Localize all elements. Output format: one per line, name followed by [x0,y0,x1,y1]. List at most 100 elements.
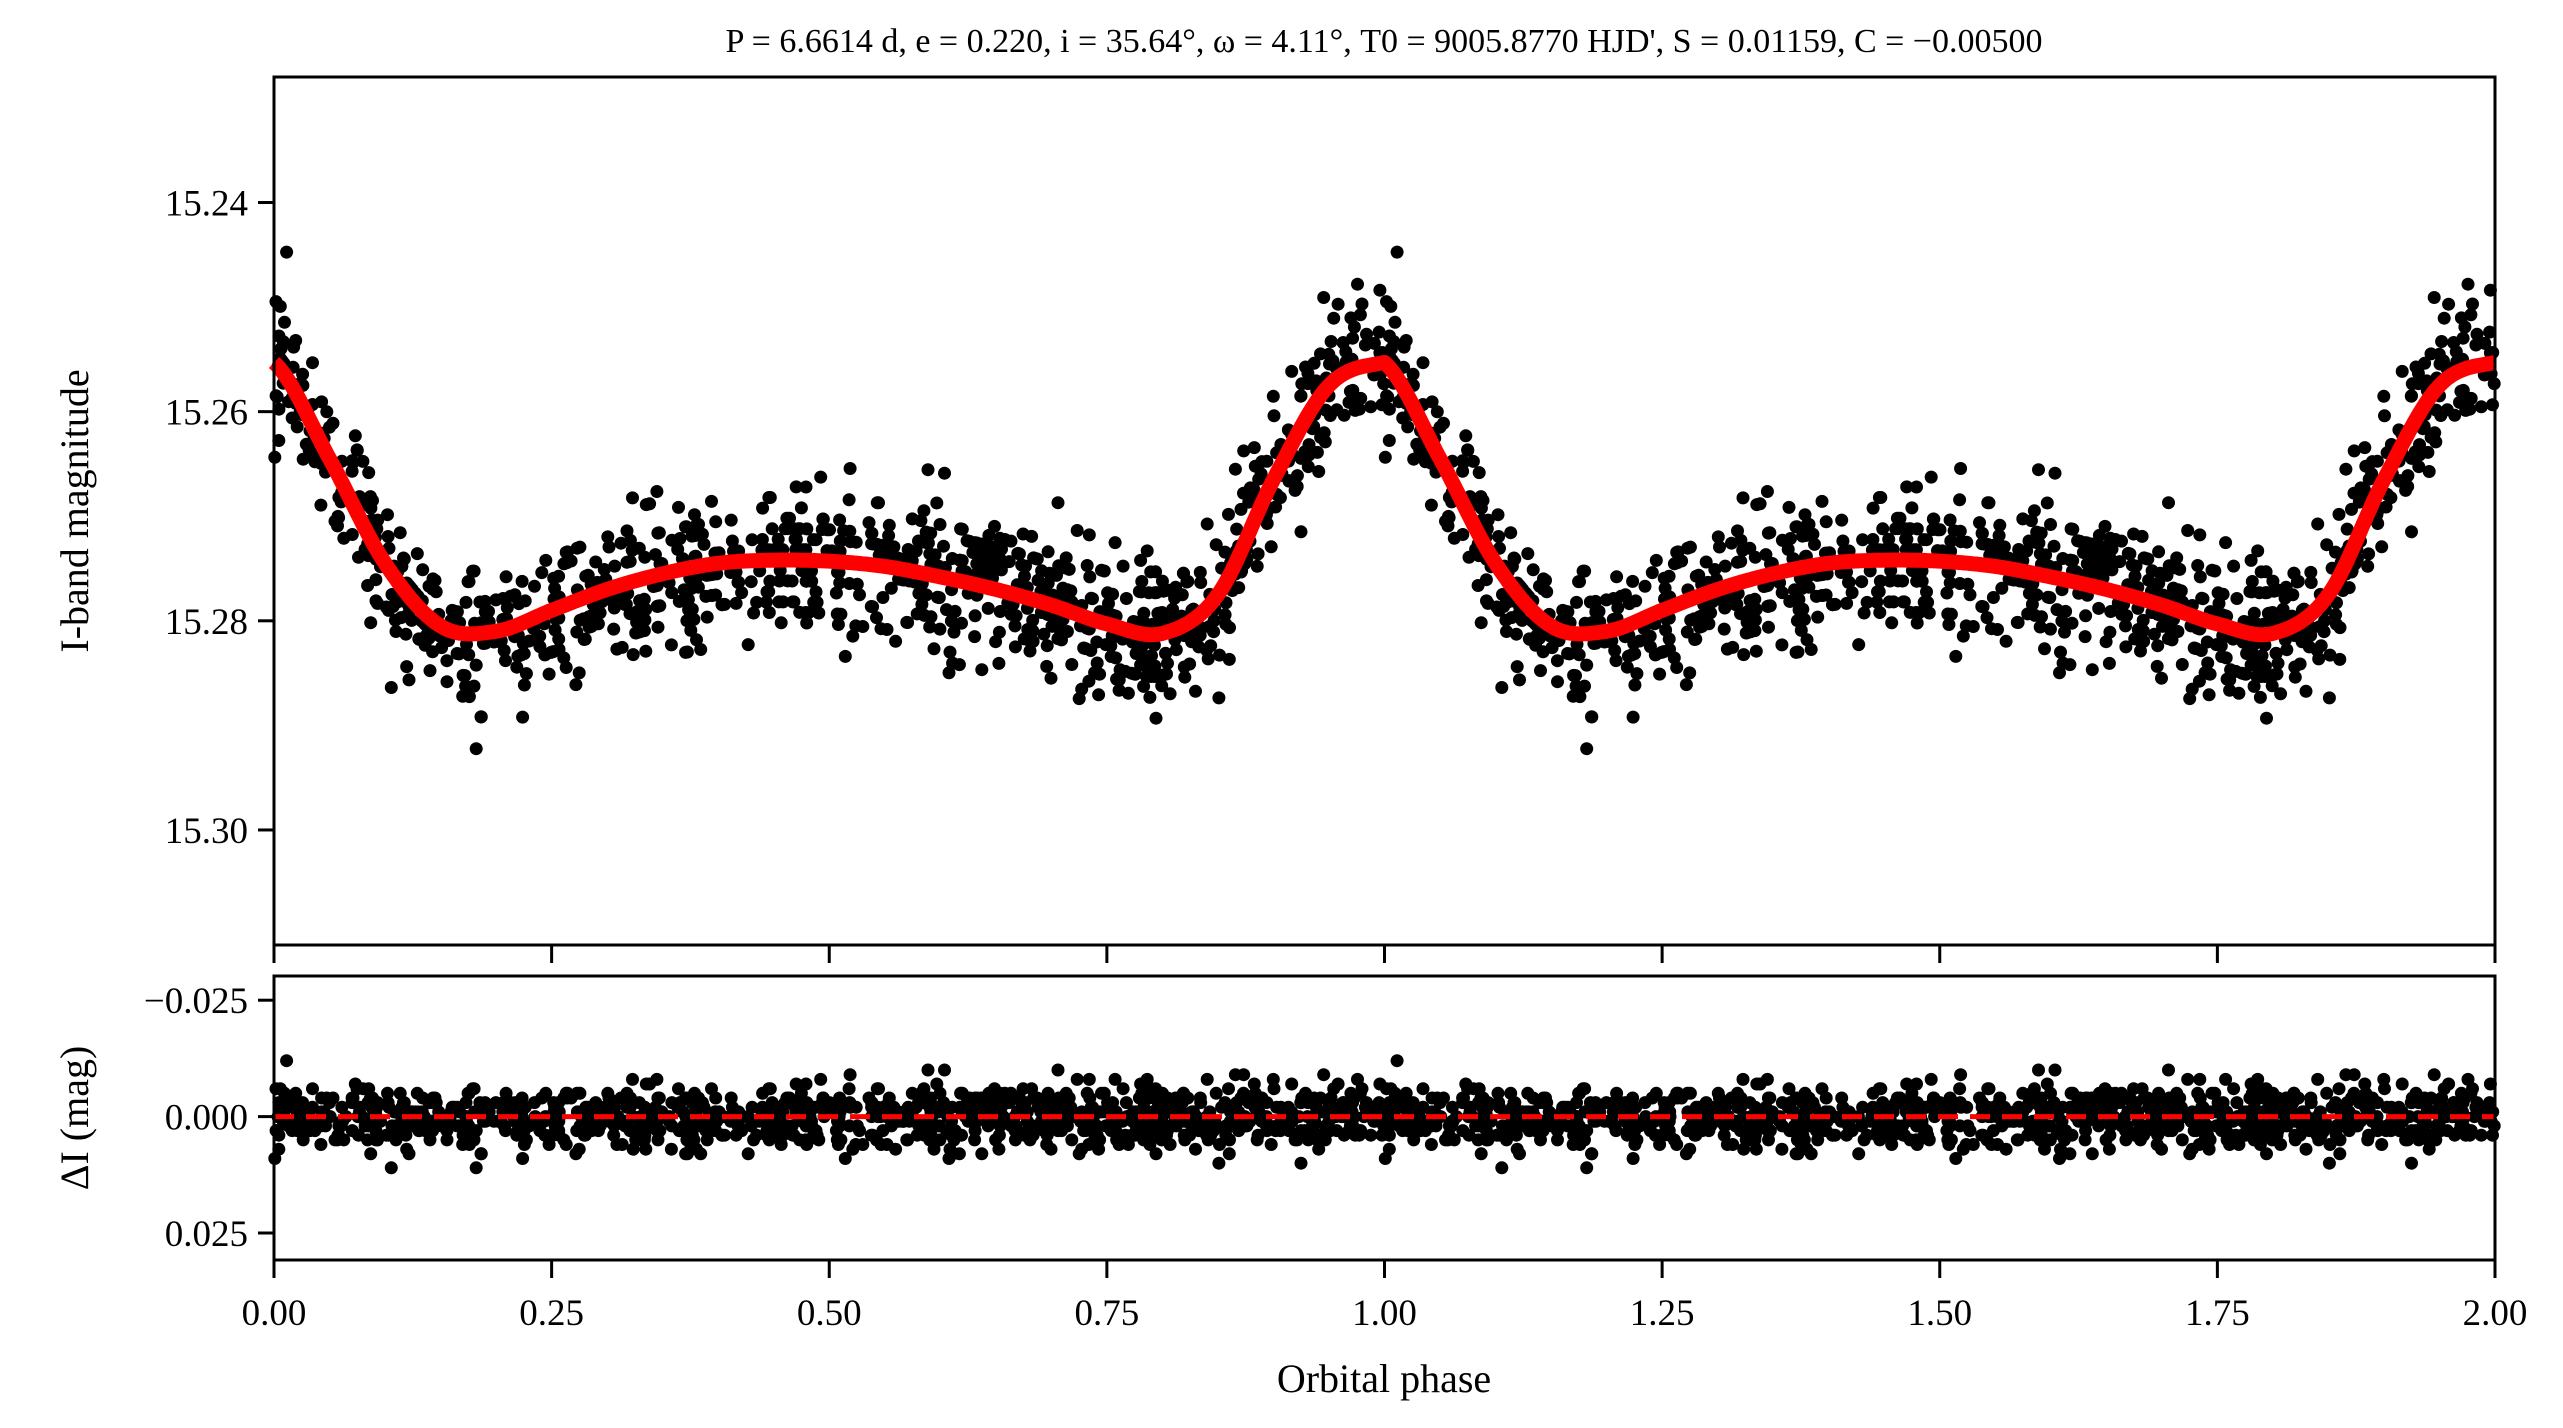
observation-point [2119,640,2133,654]
residual-point [2424,1091,2438,1105]
residual-point [1762,1133,1775,1147]
y-tick-label: 15.30 [165,811,248,852]
residual-point [1513,1147,1526,1161]
residual-point [629,1133,643,1147]
observation-point [2043,622,2057,636]
observation-point [772,595,786,609]
residual-point [814,1072,828,1086]
observation-point [461,575,475,589]
observation-point [296,367,310,381]
residual-point [820,1096,834,1110]
observation-point [2191,559,2205,572]
observation-point [1193,565,1207,579]
residual-point [1355,1082,1369,1096]
observation-point [2152,576,2166,590]
observation-point [2320,538,2334,552]
observation-point [1247,483,1261,497]
observation-point [1687,612,1701,626]
observation-point [315,395,329,409]
observation-point [1592,604,1606,618]
observation-point [789,480,803,494]
observation-point [1264,540,1278,554]
observation-point [1312,465,1326,478]
residual-point [788,1100,802,1114]
observation-point [1119,592,1133,605]
observation-point [2411,366,2425,380]
observation-point [2189,642,2203,656]
observation-point [1266,389,1280,403]
residual-point [1622,1100,1636,1114]
residual-point [474,1147,488,1161]
residual-point [1110,1133,1124,1147]
residual-point [1730,1100,1744,1114]
observation-point [2134,644,2147,658]
observation-point [1134,585,1148,599]
residual-point [2342,1105,2356,1119]
residual-point [1317,1068,1331,1082]
observation-point [1536,582,1550,596]
residual-point [880,1138,894,1151]
observation-point [1144,565,1158,579]
observation-point [328,514,342,528]
observation-point [651,599,665,613]
observation-point [1491,508,1505,522]
observation-point [725,534,739,548]
observation-point [2365,455,2379,469]
observation-point [1364,400,1378,414]
observation-point [2115,607,2129,621]
observation-point [469,742,483,756]
residual-point [1995,1119,2009,1133]
observation-point [1091,667,1105,681]
residual-point [1219,1119,1233,1133]
observation-point [831,618,845,631]
residual-point [2103,1128,2117,1142]
observation-point [1798,508,1812,522]
observation-point [1200,517,1214,531]
observation-point [741,638,755,652]
observation-point [287,340,301,354]
observation-point [1110,672,1124,686]
residual-point [1857,1133,1871,1147]
observation-point [846,629,860,643]
residual-point [2053,1152,2066,1165]
observation-point [648,548,662,562]
residual-point [1882,1128,1896,1142]
observation-point [690,518,704,532]
observation-point [1474,490,1488,504]
observation-point [1106,587,1120,601]
residual-point [511,1124,525,1138]
observation-point [1022,633,1036,647]
observation-point [755,533,769,546]
observation-point [308,455,322,469]
observation-point [2247,606,2261,620]
observation-point [688,529,702,542]
x-tick-label: 0.25 [519,1293,584,1334]
observation-point [2405,377,2419,391]
observation-point [626,491,639,505]
x-tick-label: 0.00 [242,1293,307,1334]
residual-point [1949,1152,1963,1165]
observation-point [816,512,830,526]
observation-point [1924,470,1938,484]
observation-point [1178,670,1192,684]
observation-point [2168,561,2182,575]
residual-point [865,1110,879,1124]
observation-point [402,673,416,687]
residual-point [2219,1072,2233,1086]
residual-point [499,1086,513,1100]
observation-point [802,606,816,620]
observation-point [2378,409,2391,423]
observation-point [269,295,283,309]
residual-point [1302,1128,1316,1142]
observation-point [623,533,637,547]
observation-point [626,648,640,662]
observation-point [542,667,556,681]
residual-point [2253,1124,2266,1138]
residual-point [500,1100,514,1114]
observation-point [2066,554,2080,568]
residual-point [1480,1114,1493,1128]
residual-point [2088,1110,2102,1124]
observation-point [1051,496,1065,510]
observation-point [960,534,974,548]
observation-point [732,575,746,589]
